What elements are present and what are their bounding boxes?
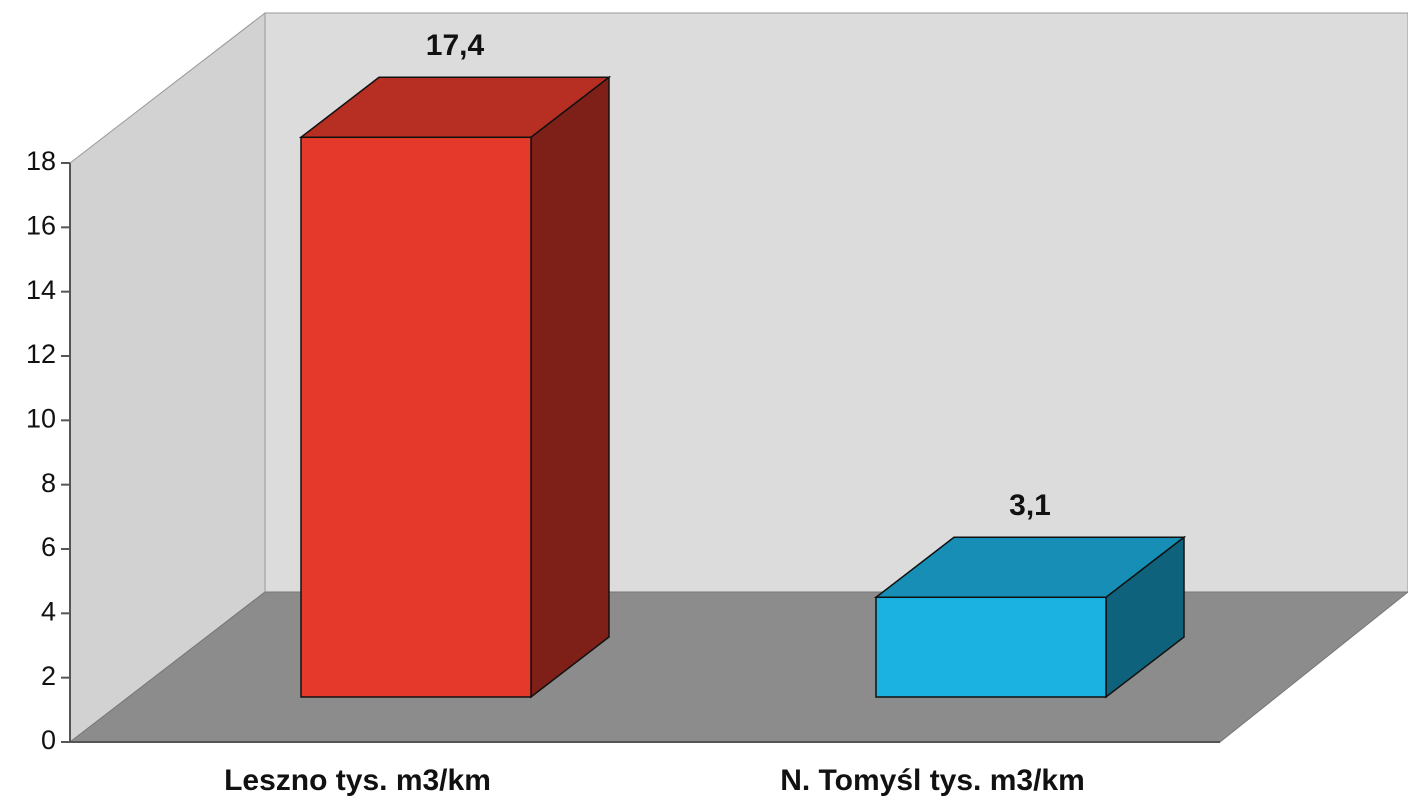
bar	[875, 596, 1107, 698]
value-label: 17,4	[426, 29, 485, 62]
floor	[68, 591, 1408, 743]
y-tick-label: 14	[26, 275, 56, 305]
x-tick-label: N. Tomyśl tys. m3/km	[780, 764, 1085, 797]
y-tick-label: 10	[26, 403, 56, 433]
bar-side	[530, 75, 610, 699]
y-tick-label: 12	[26, 339, 56, 369]
y-tick-label: 4	[41, 596, 56, 626]
x-tick-label: Leszno tys. m3/km	[224, 764, 491, 797]
y-tick-label: 8	[41, 468, 56, 498]
y-tick-label: 18	[26, 146, 56, 176]
y-tick-label: 2	[41, 661, 56, 691]
value-label: 3,1	[1009, 489, 1051, 522]
y-tick-label: 16	[26, 210, 56, 240]
y-tick-label: 6	[41, 532, 56, 562]
bar	[300, 136, 532, 698]
y-tick-label: 0	[41, 725, 56, 755]
